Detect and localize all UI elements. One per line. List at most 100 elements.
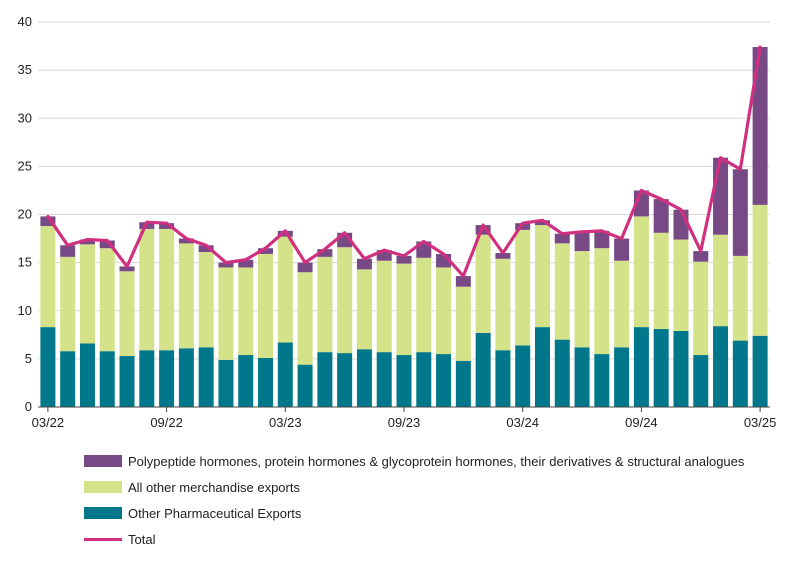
bar-other-pharma-8 (198, 347, 214, 407)
bar-other-merchandise-34 (713, 234, 729, 327)
bar-other-pharma-14 (317, 352, 333, 407)
bar-polypeptide-21 (455, 276, 471, 287)
x-tick-label-6: 09/22 (150, 415, 183, 430)
bar-other-pharma-28 (594, 354, 610, 407)
x-tick-label-24: 03/24 (506, 415, 539, 430)
y-tick-label-5: 5 (25, 351, 32, 366)
x-tick-labels: 03/22 09/22 03/23 09/23 03/24 09/24 03/25 (32, 407, 777, 430)
bar-other-pharma-1 (60, 351, 76, 407)
bar-polypeptide-7 (178, 238, 194, 244)
y-tick-label-35: 35 (18, 62, 32, 77)
x-tick-label-30: 09/24 (625, 415, 658, 430)
bar-other-merchandise-9 (218, 267, 234, 360)
y-tick-label-10: 10 (18, 303, 32, 318)
bar-polypeptide-13 (297, 262, 313, 273)
bar-polypeptide-29 (614, 238, 630, 261)
bar-polypeptide-26 (554, 233, 570, 244)
bar-polypeptide-6 (159, 223, 175, 229)
bar-polypeptide-36 (752, 47, 768, 205)
legend-swatch-other-merchandise (84, 481, 122, 493)
bar-other-merchandise-2 (79, 244, 95, 344)
bar-other-merchandise-6 (159, 228, 175, 351)
bar-other-merchandise-20 (436, 267, 452, 355)
y-tick-label-20: 20 (18, 207, 32, 222)
bar-other-pharma-27 (574, 347, 590, 407)
legend-label-other-merchandise: All other merchandise exports (128, 479, 300, 495)
bar-polypeptide-4 (119, 266, 135, 272)
legend-swatch-total (84, 537, 122, 541)
y-tick-label-30: 30 (18, 110, 32, 125)
bar-other-pharma-16 (356, 349, 372, 407)
bar-other-merchandise-7 (178, 243, 194, 349)
bar-other-pharma-19 (416, 352, 432, 407)
bar-other-pharma-3 (99, 351, 115, 407)
bar-other-merchandise-0 (40, 226, 56, 328)
bar-polypeptide-32 (673, 209, 689, 240)
bar-other-pharma-35 (732, 340, 748, 407)
bar-other-pharma-12 (277, 342, 293, 407)
bar-other-pharma-22 (475, 332, 491, 407)
bar-other-merchandise-10 (238, 267, 254, 356)
bar-polypeptide-17 (376, 250, 392, 261)
bar-polypeptide-35 (732, 169, 748, 256)
legend-item-polypeptide: Polypeptide hormones, protein hormones &… (84, 448, 744, 474)
bar-other-merchandise-25 (534, 225, 550, 328)
bar-other-merchandise-28 (594, 248, 610, 355)
total-series-line (46, 45, 762, 278)
bar-polypeptide-23 (495, 253, 511, 259)
x-tick-label-36: 03/25 (744, 415, 777, 430)
bar-other-merchandise-4 (119, 271, 135, 356)
legend-item-total: Total (84, 526, 744, 552)
bar-other-pharma-21 (455, 360, 471, 407)
bar-other-merchandise-31 (653, 232, 669, 330)
bar-other-pharma-31 (653, 329, 669, 407)
legend-swatch-other-pharma (84, 507, 122, 519)
bar-polypeptide-11 (258, 248, 274, 254)
bar-other-merchandise-29 (614, 260, 630, 348)
bar-other-merchandise-16 (356, 269, 372, 350)
bar-other-merchandise-35 (732, 255, 748, 341)
y-tick-label-25: 25 (18, 158, 32, 173)
bar-other-pharma-29 (614, 347, 630, 407)
bar-other-merchandise-17 (376, 260, 392, 353)
legend-label-polypeptide: Polypeptide hormones, protein hormones &… (128, 453, 745, 469)
bar-other-pharma-23 (495, 350, 511, 407)
bar-other-merchandise-33 (693, 261, 709, 356)
bar-polypeptide-25 (534, 220, 550, 226)
bar-other-merchandise-14 (317, 256, 333, 353)
bar-other-pharma-17 (376, 352, 392, 407)
legend-label-total: Total (128, 531, 156, 547)
bar-polypeptide-16 (356, 258, 372, 270)
bar-other-merchandise-36 (752, 204, 768, 336)
bar-other-pharma-32 (673, 330, 689, 407)
y-tick-label-0: 0 (25, 399, 32, 414)
bar-other-merchandise-23 (495, 258, 511, 351)
bar-other-pharma-5 (139, 350, 155, 407)
bar-other-merchandise-8 (198, 252, 214, 348)
bar-other-merchandise-18 (396, 263, 412, 356)
bar-other-merchandise-13 (297, 272, 313, 365)
legend: Polypeptide hormones, protein hormones &… (84, 448, 744, 552)
bar-polypeptide-14 (317, 249, 333, 257)
bar-other-pharma-24 (515, 345, 531, 407)
bar-polypeptide-0 (40, 216, 56, 227)
bar-other-pharma-25 (534, 327, 550, 407)
bar-other-merchandise-24 (515, 229, 531, 346)
bar-polypeptide-10 (238, 259, 254, 268)
bar-other-merchandise-5 (139, 228, 155, 351)
bar-other-merchandise-1 (60, 256, 76, 352)
bar-polypeptide-27 (574, 231, 590, 252)
bar-other-merchandise-27 (574, 251, 590, 348)
bar-other-pharma-30 (633, 327, 649, 407)
bar-other-pharma-4 (119, 355, 135, 407)
legend-item-other-pharma: Other Pharmaceutical Exports (84, 500, 744, 526)
y-tick-label-15: 15 (18, 255, 32, 270)
bar-polypeptide-1 (60, 245, 76, 257)
bar-other-merchandise-11 (258, 253, 274, 358)
bar-polypeptide-22 (475, 225, 491, 235)
bar-other-pharma-18 (396, 355, 412, 407)
bar-other-pharma-7 (178, 348, 194, 407)
bar-other-pharma-34 (713, 326, 729, 407)
bar-other-merchandise-19 (416, 257, 432, 353)
